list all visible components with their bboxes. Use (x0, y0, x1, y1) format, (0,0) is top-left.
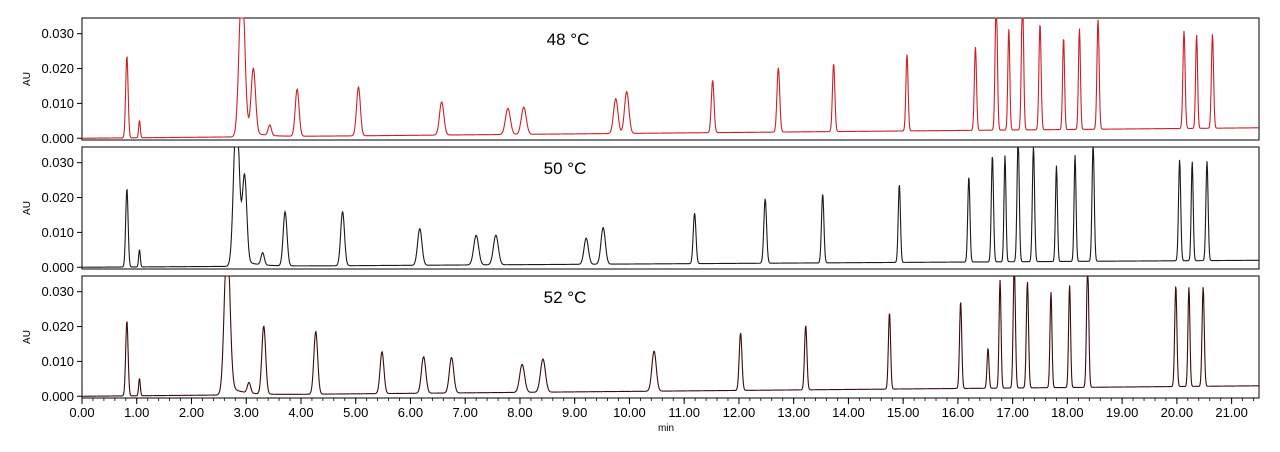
x-tick-label: 1.00 (124, 405, 149, 420)
y-tick-label: 0.030 (41, 284, 74, 299)
panel-52c: 0.000 0.010 0.020 0.030 52 °C AU (22, 275, 1260, 404)
x-axis-label: min (658, 423, 674, 434)
trace-line (81, 17, 1259, 139)
y-axis-label: AU (22, 201, 33, 215)
y-tick-label: 0.030 (41, 155, 74, 170)
x-axis: 0.00 1.00 2.00 3.00 4.00 5.00 6.00 7.00 8.00 9.00… (69, 398, 1254, 420)
x-tick-label: 14.00 (832, 405, 865, 420)
y-tick-label: 0.000 (41, 260, 74, 275)
x-tick-label: 20.00 (1161, 405, 1194, 420)
x-tick-label: 13.00 (777, 405, 810, 420)
x-tick-label: 15.00 (887, 405, 920, 420)
x-tick-label: 3.00 (234, 405, 259, 420)
y-tick-label: 0.010 (41, 225, 74, 240)
x-tick-label: 17.00 (996, 405, 1029, 420)
x-tick-label: 21.00 (1215, 405, 1248, 420)
trace-line (81, 146, 1259, 268)
panel-50c: 0.000 0.010 0.020 0.030 50 °C AU (22, 146, 1260, 275)
x-tick-label: 12.00 (723, 405, 756, 420)
x-tick-label: 2.00 (179, 405, 204, 420)
plot-frame (81, 275, 1260, 399)
y-tick-label: 0.020 (41, 61, 74, 76)
y-axis-label: AU (22, 330, 33, 344)
x-tick-label: 10.00 (613, 405, 646, 420)
y-ticks: 0.000 0.010 0.020 0.030 (41, 26, 82, 146)
temperature-label: 52 °C (544, 288, 587, 307)
x-tick-label: 0.00 (69, 405, 94, 420)
x-tick-label: 7.00 (453, 405, 478, 420)
x-tick-label: 4.00 (288, 405, 313, 420)
y-tick-label: 0.030 (41, 26, 74, 41)
panel-48c: 0.000 0.010 0.020 0.030 48 °C AU (22, 17, 1260, 146)
x-tick-label: 11.00 (668, 405, 700, 420)
y-ticks: 0.000 0.010 0.020 0.030 (41, 284, 82, 404)
y-tick-label: 0.000 (41, 389, 74, 404)
x-tick-label: 18.00 (1051, 405, 1084, 420)
y-tick-label: 0.010 (41, 96, 74, 111)
plot-frame (81, 17, 1260, 141)
x-tick-label: 16.00 (942, 405, 975, 420)
y-tick-label: 0.010 (41, 354, 74, 369)
x-tick-label: 19.00 (1106, 405, 1139, 420)
temperature-label: 48 °C (547, 30, 590, 49)
plot-frame (81, 146, 1260, 270)
x-tick-label: 9.00 (562, 405, 587, 420)
temperature-label: 50 °C (544, 159, 587, 178)
trace-line (81, 275, 1259, 397)
y-tick-label: 0.020 (41, 319, 74, 334)
x-tick-label: 6.00 (398, 405, 423, 420)
y-ticks: 0.000 0.010 0.020 0.030 (41, 155, 82, 275)
y-tick-label: 0.000 (41, 131, 74, 146)
y-tick-label: 0.020 (41, 190, 74, 205)
y-axis-label: AU (22, 72, 33, 86)
x-tick-label: 5.00 (343, 405, 368, 420)
x-tick-label: 8.00 (507, 405, 532, 420)
